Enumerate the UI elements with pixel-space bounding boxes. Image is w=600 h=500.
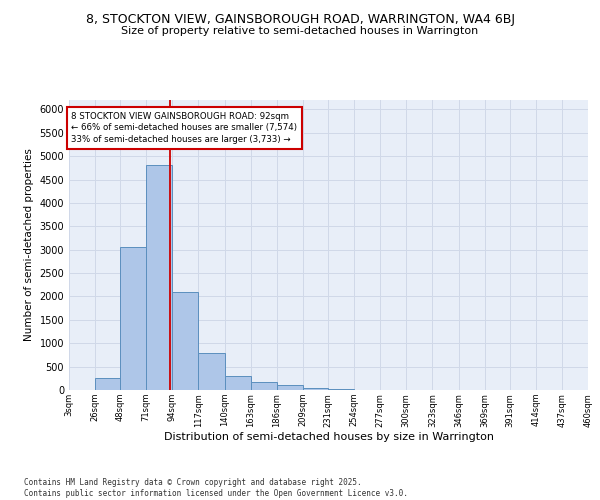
Bar	[120, 248, 146, 390]
Y-axis label: Number of semi-detached properties: Number of semi-detached properties	[24, 148, 34, 342]
Bar	[146, 166, 172, 390]
Bar	[224, 376, 251, 390]
Bar	[95, 378, 120, 390]
Text: Contains HM Land Registry data © Crown copyright and database right 2025.
Contai: Contains HM Land Registry data © Crown c…	[24, 478, 408, 498]
Text: 8, STOCKTON VIEW, GAINSBOROUGH ROAD, WARRINGTON, WA4 6BJ: 8, STOCKTON VIEW, GAINSBOROUGH ROAD, WAR…	[86, 12, 515, 26]
Bar	[199, 352, 224, 390]
Bar	[277, 386, 303, 390]
Bar	[172, 292, 199, 390]
Text: 8 STOCKTON VIEW GAINSBOROUGH ROAD: 92sqm
← 66% of semi-detached houses are small: 8 STOCKTON VIEW GAINSBOROUGH ROAD: 92sqm…	[71, 112, 297, 144]
Bar	[303, 388, 328, 390]
Bar	[251, 382, 277, 390]
Bar	[328, 389, 354, 390]
Text: Size of property relative to semi-detached houses in Warrington: Size of property relative to semi-detach…	[121, 26, 479, 36]
X-axis label: Distribution of semi-detached houses by size in Warrington: Distribution of semi-detached houses by …	[163, 432, 493, 442]
